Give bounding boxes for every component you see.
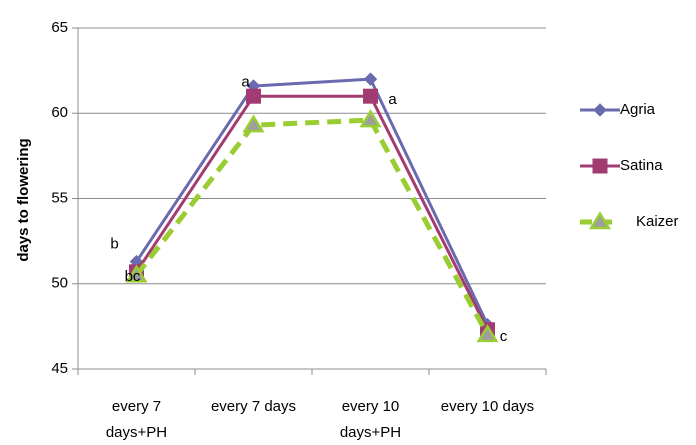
x-axis-ticks: every 7 days+PH every 7 days every 10 days+P… xyxy=(77,369,547,441)
x-tick-label: every 10 days xyxy=(441,398,534,415)
y-tick-label: 60 xyxy=(51,104,68,121)
series-line xyxy=(135,94,489,331)
annotations: bbc a a c xyxy=(110,74,507,345)
legend: Agria Satina Kaizer xyxy=(580,101,679,230)
legend-marker xyxy=(593,103,607,117)
series-kaizer xyxy=(125,109,499,343)
data-point xyxy=(246,88,261,104)
legend-label: Agria xyxy=(620,101,656,118)
y-tick-label: 45 xyxy=(51,360,68,377)
series-agria xyxy=(129,72,495,332)
y-axis-label: days to flowering xyxy=(15,138,32,261)
annotation-label: a xyxy=(241,74,250,91)
series-layer xyxy=(125,72,499,343)
annotation-label: bc xyxy=(125,268,141,285)
y-axis-ticks: 45 50 55 60 65 xyxy=(51,19,78,377)
annotation-label: b xyxy=(110,236,118,253)
axes xyxy=(77,28,546,370)
x-tick-label: every 10 days+PH xyxy=(340,398,401,441)
y-tick-label: 55 xyxy=(51,189,68,206)
x-tick-label: every 7 days xyxy=(211,398,296,415)
annotation-label: a xyxy=(388,91,397,108)
data-point xyxy=(363,88,378,104)
x-tick-label: every 7 days+PH xyxy=(106,398,167,441)
legend-item-agria: Agria xyxy=(580,101,656,118)
series-line xyxy=(135,77,489,326)
y-tick-label: 50 xyxy=(51,275,68,292)
data-point xyxy=(363,72,378,86)
annotation-label: c xyxy=(500,328,508,345)
legend-marker xyxy=(588,211,612,230)
legend-item-kaizer: Kaizer xyxy=(580,211,679,230)
data-point xyxy=(359,109,382,128)
data-point xyxy=(242,114,265,133)
legend-item-satina: Satina xyxy=(580,157,663,174)
data-point xyxy=(125,264,148,283)
legend-label: Kaizer xyxy=(636,213,679,230)
legend-marker xyxy=(592,158,608,174)
legend-label: Satina xyxy=(620,157,663,174)
series-line xyxy=(134,117,490,337)
y-tick-label: 65 xyxy=(51,19,68,36)
data-point xyxy=(476,324,499,343)
